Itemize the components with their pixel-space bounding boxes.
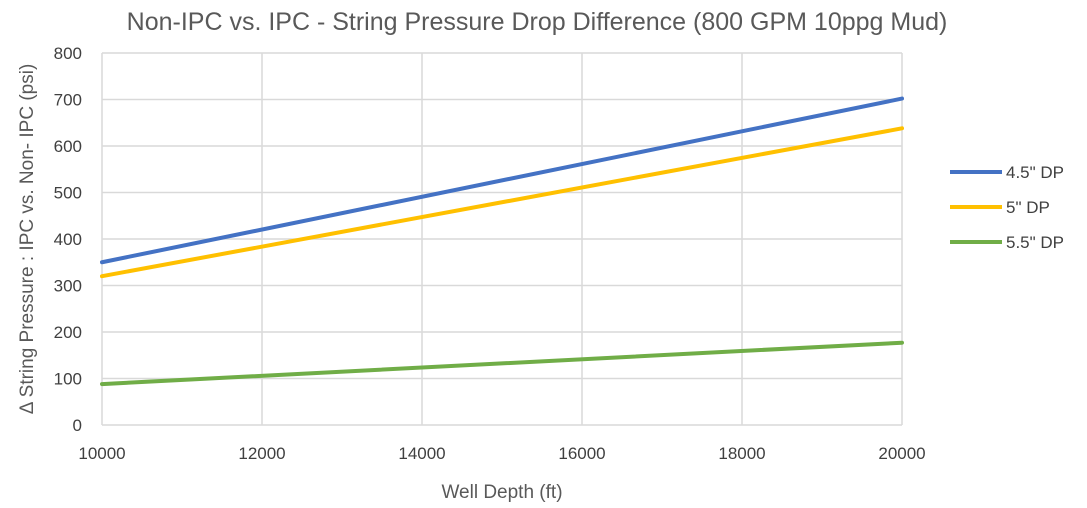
gridlines [101, 52, 903, 426]
tick-labels: 0 100 200 300 400 500 600 700 800 10000 12000 14000… [54, 44, 926, 463]
legend-item: 5.5" DP [950, 233, 1064, 252]
legend-label: 5.5" DP [1006, 233, 1064, 252]
x-tick-label: 18000 [718, 444, 765, 463]
legend: 4.5" DP 5" DP 5.5" DP [950, 163, 1064, 252]
series-line-5-5dp [100, 340, 904, 387]
x-tick-label: 10000 [78, 444, 125, 463]
legend-label: 4.5" DP [1006, 163, 1064, 182]
legend-item: 5" DP [950, 198, 1050, 217]
y-tick-label: 400 [54, 230, 82, 249]
chart-title: Non-IPC vs. IPC - String Pressure Drop D… [127, 8, 948, 36]
x-tick-label: 14000 [398, 444, 445, 463]
series-line-5dp [100, 126, 904, 279]
series-line-4-5dp [100, 96, 904, 265]
y-axis-label: Δ String Pressure : IPC vs. Non- IPC (ps… [17, 64, 38, 415]
y-tick-label: 200 [54, 323, 82, 342]
y-tick-label: 300 [54, 277, 82, 296]
x-tick-label: 16000 [558, 444, 605, 463]
x-tick-label: 20000 [878, 444, 925, 463]
series-lines [100, 96, 904, 387]
y-tick-label: 800 [54, 44, 82, 63]
y-tick-label: 500 [54, 184, 82, 203]
legend-item: 4.5" DP [950, 163, 1064, 182]
y-tick-label: 600 [54, 137, 82, 156]
legend-label: 5" DP [1006, 198, 1050, 217]
y-tick-label: 0 [73, 416, 82, 435]
y-tick-label: 100 [54, 370, 82, 389]
x-tick-label: 12000 [238, 444, 285, 463]
x-axis-label: Well Depth (ft) [441, 482, 562, 503]
y-tick-label: 700 [54, 91, 82, 110]
